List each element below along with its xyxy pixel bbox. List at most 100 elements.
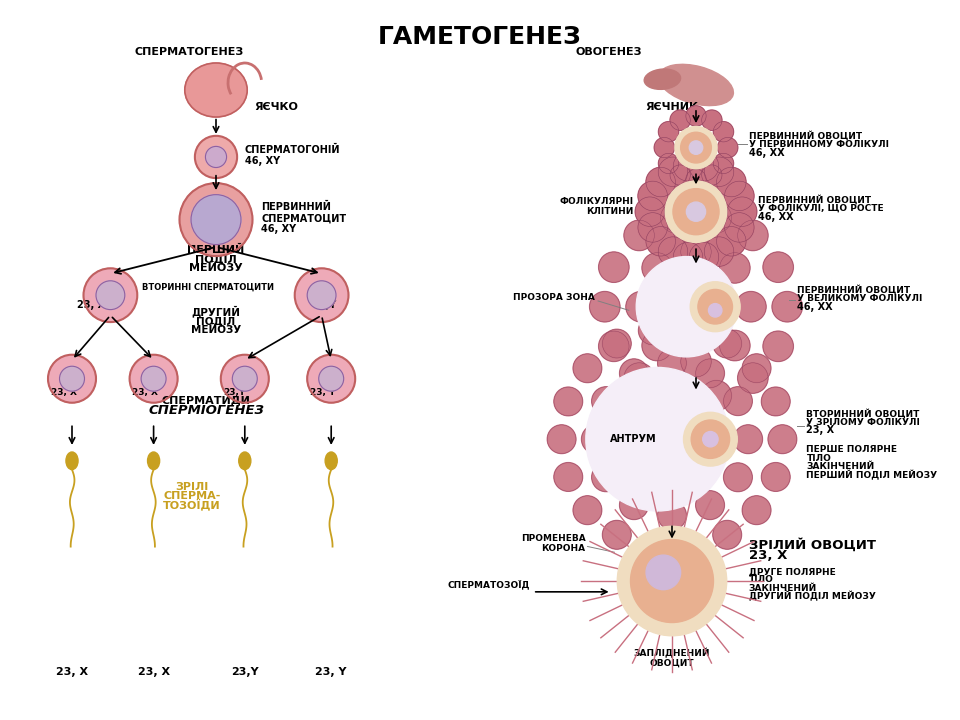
Circle shape [713,153,733,174]
Text: ПЕРВИННИЙ ОВОЦИТ: ПЕРВИННИЙ ОВОЦИТ [749,130,862,140]
Circle shape [733,425,762,454]
Text: ЗАКІНЧЕНИЙ: ЗАКІНЧЕНИЙ [806,462,875,472]
Text: КЛІТИНИ: КЛІТИНИ [587,207,634,216]
Circle shape [650,199,675,224]
Text: ГАМЕТОГЕНЕЗ: ГАМЕТОГЕНЕЗ [378,25,582,49]
Circle shape [658,348,686,377]
Circle shape [703,431,718,447]
Circle shape [659,157,687,186]
Circle shape [689,151,719,181]
Text: ДРУГИЙ: ДРУГИЙ [191,305,241,318]
Text: СПЕРМАТОЦИТ: СПЕРМАТОЦИТ [261,213,347,223]
Circle shape [670,110,690,130]
Circle shape [646,167,676,197]
Circle shape [659,153,679,174]
Circle shape [638,181,667,211]
Text: СПЕРМАТИДИ: СПЕРМАТИДИ [162,395,251,405]
Circle shape [763,252,793,282]
Circle shape [713,329,741,358]
Circle shape [582,425,611,454]
Text: ПОДІЛ: ПОДІЛ [197,316,235,326]
Circle shape [660,380,691,411]
Text: ТІЛО: ТІЛО [749,575,774,585]
Text: ЯЄЧКО: ЯЄЧКО [254,102,299,112]
Circle shape [638,534,667,562]
Circle shape [659,122,679,142]
Circle shape [720,330,750,361]
Circle shape [705,237,733,266]
Text: ДРУГЕ ПОЛЯРНЕ: ДРУГЕ ПОЛЯРНЕ [749,567,835,576]
Circle shape [701,228,726,253]
Circle shape [735,292,766,322]
Circle shape [689,243,719,272]
Text: 23, X: 23, X [749,549,787,562]
Circle shape [631,539,713,623]
Ellipse shape [325,452,337,469]
Circle shape [728,197,756,226]
Circle shape [712,216,737,241]
Ellipse shape [644,69,681,89]
Circle shape [648,384,677,413]
Text: ПРОЗОРА ЗОНА: ПРОЗОРА ЗОНА [514,292,595,302]
Circle shape [617,526,727,636]
Circle shape [684,458,712,486]
Text: СПЕРМАТОГОНІЙ: СПЕРМАТОГОНІЙ [245,145,340,155]
Circle shape [772,292,803,322]
Circle shape [717,199,742,224]
Circle shape [665,181,727,243]
Circle shape [307,281,336,310]
Circle shape [702,165,722,185]
Text: МЕЙОЗУ: МЕЙОЗУ [189,263,243,273]
Circle shape [761,387,790,416]
Circle shape [642,330,672,361]
Circle shape [620,443,649,472]
Text: СПЕРМІОГЕНЕЗ: СПЕРМІОГЕНЕЗ [149,404,264,417]
Text: ТІЛО: ТІЛО [806,454,831,463]
Circle shape [589,292,620,322]
Circle shape [742,354,771,382]
Text: ЗРІЛИЙ ОВОЦИТ: ЗРІЛИЙ ОВОЦИТ [749,538,876,552]
Text: 23, X: 23, X [51,387,77,397]
Circle shape [737,220,768,251]
Circle shape [677,534,706,562]
Text: 23, X: 23, X [806,426,834,436]
Circle shape [319,366,344,391]
Text: ЯЄЧНИК: ЯЄЧНИК [645,102,699,112]
Circle shape [624,363,655,393]
Circle shape [720,253,750,283]
Text: У ВЕЛИКОМУ ФОЛІКУЛІ: У ВЕЛИКОМУ ФОЛІКУЛІ [797,294,923,303]
Text: 23, X: 23, X [77,300,105,310]
Text: У ФОЛІКУЛІ, ЩО РОСТЕ: У ФОЛІКУЛІ, ЩО РОСТЕ [758,204,884,213]
Circle shape [768,425,797,454]
Circle shape [761,462,790,491]
Circle shape [48,355,96,402]
Text: МЕЙОЗУ: МЕЙОЗУ [191,325,241,335]
Text: ПЕРШЕ ПОЛЯРНЕ: ПЕРШЕ ПОЛЯРНЕ [806,445,898,454]
Circle shape [654,138,675,158]
Circle shape [691,420,730,459]
Text: СПЕРМАТОЗОЇД: СПЕРМАТОЗОЇД [447,580,530,590]
Circle shape [763,331,793,361]
Text: ТОЗОЇДИ: ТОЗОЇДИ [163,498,221,510]
Circle shape [702,110,722,130]
Circle shape [619,359,648,387]
Circle shape [670,165,690,185]
Circle shape [221,355,269,402]
Text: ПЕРВИННИЙ: ПЕРВИННИЙ [261,202,331,212]
Circle shape [620,407,649,436]
Text: ВТОРИННИЙ ОВОЦИТ: ВТОРИННИЙ ОВОЦИТ [806,408,920,418]
Circle shape [636,197,664,226]
Text: 23,Y: 23,Y [224,387,246,397]
Text: 23, X: 23, X [56,667,88,678]
Circle shape [599,252,629,282]
Ellipse shape [659,64,733,106]
Text: 23,Y: 23,Y [231,667,258,678]
Circle shape [684,233,708,258]
Circle shape [642,253,672,283]
Circle shape [684,166,708,191]
Ellipse shape [239,452,251,469]
Circle shape [716,167,746,197]
Circle shape [666,228,691,253]
Text: ПЕРШИЙ ПОДІЛ МЕЙОЗУ: ПЕРШИЙ ПОДІЛ МЕЙОЗУ [806,470,938,480]
Circle shape [573,496,602,525]
